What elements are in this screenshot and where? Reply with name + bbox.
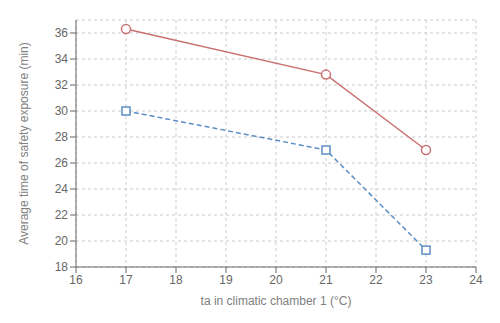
svg-text:22: 22: [369, 273, 383, 287]
svg-text:20: 20: [269, 273, 283, 287]
svg-text:17: 17: [119, 273, 133, 287]
svg-text:ta in climatic chamber 1 (°C): ta in climatic chamber 1 (°C): [201, 294, 352, 308]
svg-text:Average time of safety exposur: Average time of safety exposure (min): [17, 42, 31, 245]
svg-text:36: 36: [55, 26, 69, 40]
svg-text:24: 24: [55, 182, 69, 196]
svg-text:30: 30: [55, 104, 69, 118]
svg-text:20: 20: [55, 234, 69, 248]
svg-text:28: 28: [55, 130, 69, 144]
svg-text:18: 18: [55, 260, 69, 274]
svg-text:21: 21: [319, 273, 333, 287]
svg-text:32: 32: [55, 78, 69, 92]
svg-text:19: 19: [219, 273, 233, 287]
svg-text:24: 24: [469, 273, 483, 287]
svg-text:34: 34: [55, 52, 69, 66]
svg-text:23: 23: [419, 273, 433, 287]
svg-text:16: 16: [69, 273, 83, 287]
svg-text:26: 26: [55, 156, 69, 170]
svg-text:22: 22: [55, 208, 69, 222]
svg-text:18: 18: [169, 273, 183, 287]
